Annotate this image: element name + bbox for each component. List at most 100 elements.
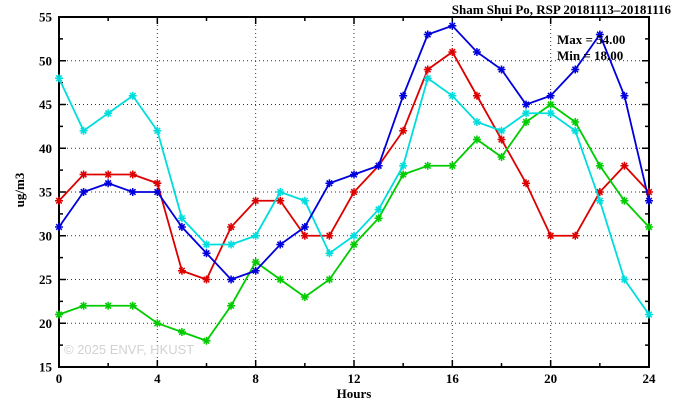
marker-green — [399, 170, 408, 179]
marker-blue — [227, 275, 236, 284]
y-tick-label: 45 — [39, 97, 53, 112]
x-axis-label: Hours — [336, 386, 372, 401]
marker-blue — [350, 170, 358, 179]
marker-red — [177, 266, 186, 275]
marker-cyan — [251, 231, 260, 240]
marker-green — [448, 161, 457, 170]
marker-cyan — [620, 275, 629, 284]
marker-red — [522, 179, 531, 188]
x-tick-label: 0 — [56, 371, 63, 386]
marker-green — [55, 310, 63, 319]
marker-green — [522, 118, 531, 126]
marker-red — [571, 231, 580, 240]
marker-cyan — [448, 91, 457, 100]
marker-green — [472, 135, 481, 144]
marker-cyan — [546, 109, 555, 118]
marker-red — [546, 231, 555, 240]
marker-red — [595, 188, 604, 196]
marker-green — [350, 240, 358, 249]
series-cyan — [55, 74, 653, 319]
marker-blue — [620, 91, 629, 100]
legend-max-label: Max = 54.00 — [557, 32, 626, 47]
marker-green — [227, 301, 236, 310]
marker-green — [571, 118, 580, 126]
marker-green — [104, 301, 113, 310]
marker-cyan — [595, 196, 604, 205]
x-tick-label: 8 — [252, 371, 259, 386]
marker-red — [79, 170, 88, 179]
y-tick-label: 50 — [39, 53, 52, 68]
marker-cyan — [177, 214, 186, 223]
marker-blue — [251, 266, 260, 275]
marker-cyan — [104, 109, 113, 118]
marker-blue — [399, 91, 408, 100]
marker-red — [399, 126, 408, 135]
marker-red — [227, 223, 236, 231]
y-tick-label: 15 — [39, 360, 53, 375]
marker-blue — [571, 65, 580, 74]
chart-title: Sham Shui Po, RSP 20181113–20181116 — [451, 2, 671, 17]
marker-red — [251, 196, 260, 205]
marker-green — [276, 275, 285, 284]
marker-cyan — [522, 109, 531, 118]
marker-red — [497, 135, 506, 144]
marker-blue — [423, 30, 432, 39]
marker-green — [546, 100, 555, 109]
marker-blue — [128, 188, 137, 196]
marker-cyan — [472, 118, 481, 126]
marker-blue — [497, 65, 506, 74]
marker-blue — [276, 240, 285, 249]
marker-red — [300, 231, 309, 240]
marker-cyan — [399, 161, 408, 170]
y-tick-label: 35 — [39, 185, 53, 200]
marker-blue — [300, 223, 309, 231]
marker-red — [620, 161, 629, 170]
marker-cyan — [350, 231, 358, 240]
marker-red — [645, 188, 653, 196]
marker-red — [153, 179, 162, 188]
marker-cyan — [79, 126, 88, 135]
marker-red — [55, 196, 63, 205]
marker-red — [325, 231, 334, 240]
marker-green — [128, 301, 137, 310]
marker-red — [104, 170, 113, 179]
marker-green — [325, 275, 334, 284]
series-green — [55, 100, 653, 345]
marker-cyan — [325, 249, 334, 258]
marker-blue — [104, 179, 113, 188]
marker-green — [374, 214, 383, 223]
marker-green — [423, 161, 432, 170]
y-tick-label: 40 — [39, 141, 52, 156]
marker-blue — [325, 179, 334, 188]
marker-green — [595, 161, 604, 170]
marker-cyan — [300, 196, 309, 205]
marker-red — [423, 65, 432, 74]
marker-red — [472, 91, 481, 100]
marker-blue — [595, 30, 604, 39]
marker-green — [251, 258, 260, 266]
marker-blue — [79, 188, 88, 196]
marker-green — [153, 319, 162, 328]
x-tick-label: 16 — [446, 371, 460, 386]
marker-cyan — [497, 126, 506, 135]
marker-green — [645, 223, 653, 231]
marker-blue — [546, 91, 555, 100]
x-tick-label: 4 — [154, 371, 161, 386]
marker-cyan — [202, 240, 211, 249]
marker-cyan — [276, 188, 285, 196]
marker-green — [300, 293, 309, 301]
marker-blue — [153, 188, 162, 196]
marker-green — [177, 328, 186, 336]
marker-cyan — [374, 205, 383, 214]
marker-blue — [522, 100, 531, 109]
tick-labels: 15 20 25 30 35 40 45 50 55 0 4 8 12 16 20 24 — [39, 10, 656, 387]
marker-blue — [472, 48, 481, 56]
marker-cyan — [153, 126, 162, 135]
marker-blue — [202, 249, 211, 258]
y-tick-label: 20 — [39, 316, 52, 331]
marker-green — [79, 301, 88, 310]
legend-min-label: Min = 18.00 — [557, 48, 624, 63]
watermark: © 2025 ENVF, HKUST — [64, 342, 195, 357]
